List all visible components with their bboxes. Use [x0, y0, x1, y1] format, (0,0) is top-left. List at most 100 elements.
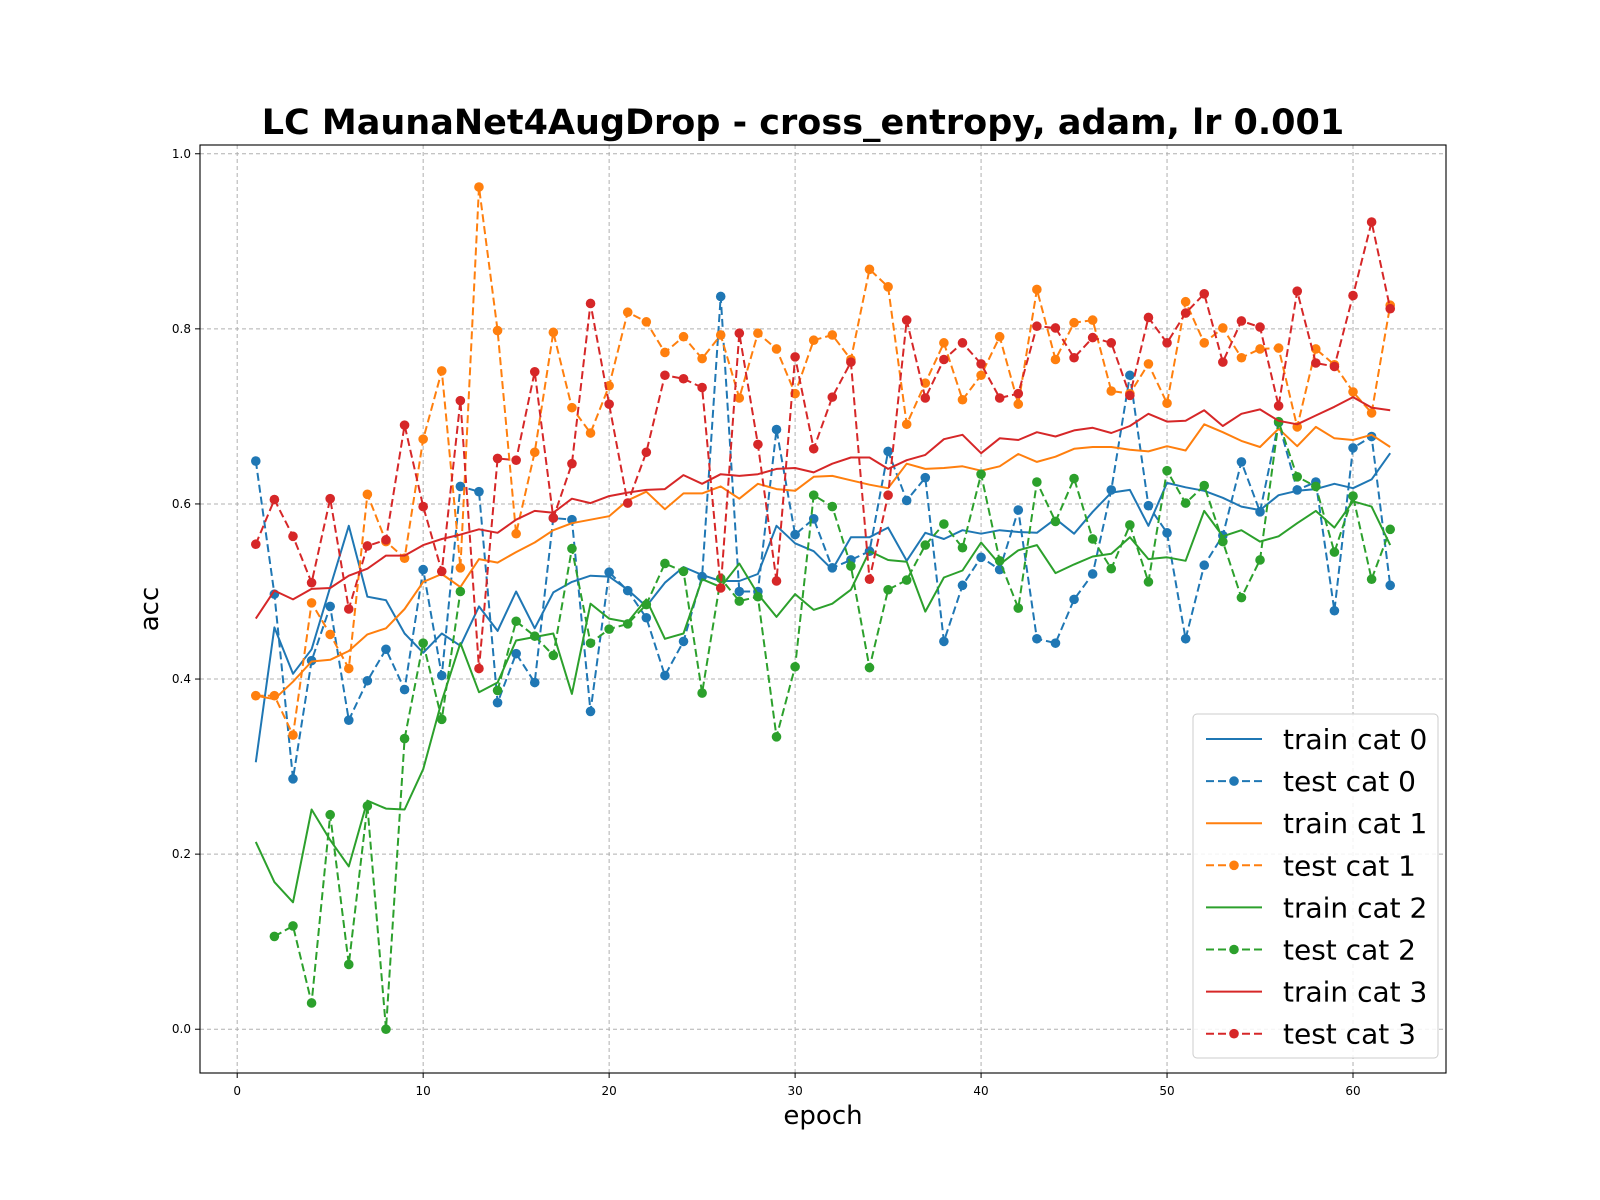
data-point: [1366, 217, 1377, 227]
data-point: [250, 539, 261, 550]
data-point: [381, 1024, 391, 1035]
series-line: [255, 186, 1392, 737]
data-point: [901, 575, 912, 585]
data-point: [474, 182, 484, 192]
data-point: [1385, 524, 1396, 535]
data-point: [1050, 516, 1061, 527]
data-point: [1329, 605, 1340, 616]
data-point: [641, 612, 652, 623]
data-point: [567, 458, 577, 469]
data-point: [1273, 401, 1284, 411]
data-point: [1069, 473, 1079, 484]
data-point: [678, 373, 689, 384]
data-point: [660, 347, 670, 358]
data-point: [436, 366, 447, 376]
data-point: [343, 959, 354, 970]
data-point: [1180, 633, 1191, 644]
data-point: [753, 591, 763, 602]
data-point: [306, 577, 317, 588]
data-point: [994, 331, 1005, 342]
data-point: [1143, 312, 1154, 323]
chart-title: LC MaunaNet4AugDrop - cross_entropy, ada…: [262, 103, 1345, 143]
data-point: [436, 566, 447, 577]
data-point: [753, 439, 763, 450]
data-point: [529, 677, 540, 688]
data-point: [1180, 296, 1191, 307]
y-tick-label: 1.0: [172, 147, 191, 161]
data-point: [864, 574, 875, 585]
data-point: [660, 558, 670, 569]
data-point: [734, 596, 745, 606]
legend-marker: [1229, 1028, 1239, 1039]
data-point: [1069, 352, 1079, 363]
data-point: [362, 801, 373, 811]
data-point: [660, 370, 670, 381]
data-point: [604, 399, 614, 409]
data-point: [622, 498, 633, 508]
data-point: [1050, 323, 1061, 333]
data-point: [808, 490, 819, 500]
data-point: [771, 424, 782, 435]
data-point: [1236, 457, 1247, 467]
data-point: [418, 564, 428, 575]
data-point: [622, 307, 633, 318]
data-point: [939, 636, 949, 647]
data-point: [362, 489, 373, 500]
data-point: [790, 352, 800, 362]
x-tick-label: 20: [601, 1084, 616, 1098]
data-point: [1069, 317, 1079, 328]
data-point: [883, 490, 893, 500]
series-test-cat-2: [269, 416, 1396, 1035]
data-point: [1311, 481, 1321, 492]
data-point: [697, 382, 707, 393]
y-tick-label: 0.4: [172, 672, 191, 686]
data-point: [1125, 390, 1135, 401]
data-point: [827, 563, 838, 573]
y-axis: 0.0 0.2 0.4 0.6 0.8 1.0: [172, 147, 200, 1036]
data-point: [808, 443, 819, 454]
data-point: [1273, 343, 1284, 353]
data-point: [957, 580, 968, 591]
data-point: [306, 598, 317, 608]
data-point: [325, 601, 335, 612]
data-point: [1180, 498, 1191, 508]
data-point: [1162, 338, 1172, 348]
data-point: [1366, 408, 1377, 418]
data-point: [697, 353, 707, 364]
data-point: [343, 663, 354, 674]
data-point: [920, 378, 931, 388]
data-point: [511, 528, 521, 539]
data-point: [1087, 315, 1098, 325]
data-point: [1366, 431, 1377, 442]
data-point: [511, 648, 521, 659]
data-point: [622, 585, 633, 596]
data-point: [883, 584, 893, 595]
data-point: [1125, 370, 1135, 381]
legend-label: train cat 3: [1283, 976, 1427, 1009]
data-point: [1366, 574, 1377, 585]
series-test-cat-1: [250, 182, 1396, 740]
series-layer: [250, 182, 1396, 1035]
data-point: [1236, 316, 1247, 326]
data-point: [827, 392, 838, 402]
data-point: [455, 586, 466, 597]
data-point: [1032, 633, 1042, 644]
x-axis: 0 10 20 30 40 50 60: [233, 1073, 1361, 1098]
data-point: [492, 453, 503, 464]
legend-marker: [1229, 944, 1239, 955]
data-point: [771, 576, 782, 586]
x-tick-label: 50: [1159, 1084, 1174, 1098]
data-point: [1143, 577, 1154, 587]
data-point: [548, 327, 559, 338]
data-point: [901, 495, 912, 506]
y-tick-label: 0.2: [172, 847, 191, 861]
data-point: [399, 733, 410, 744]
y-tick-label: 0.0: [172, 1022, 191, 1036]
data-point: [343, 715, 354, 725]
data-point: [734, 393, 745, 403]
data-point: [957, 542, 968, 553]
data-point: [1385, 303, 1396, 314]
data-point: [511, 616, 521, 627]
data-point: [939, 354, 949, 365]
x-tick-label: 40: [973, 1084, 988, 1098]
